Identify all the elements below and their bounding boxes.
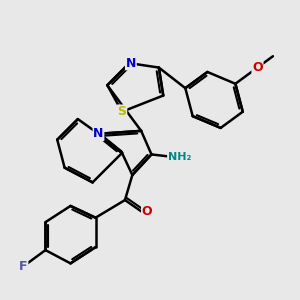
Text: N: N [126,57,136,70]
Text: O: O [142,205,152,218]
Text: O: O [252,61,263,74]
Text: F: F [19,260,28,273]
Text: NH₂: NH₂ [168,152,191,162]
Text: S: S [118,105,127,118]
Text: N: N [93,127,104,140]
